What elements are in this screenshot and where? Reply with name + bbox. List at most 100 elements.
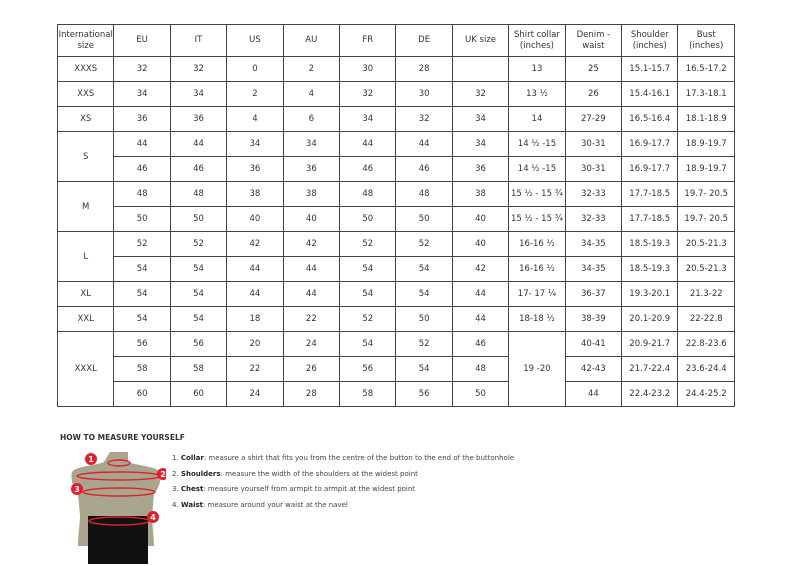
table-cell: 16.5-16.4 [621, 106, 679, 132]
table-cell: 18.5-19.3 [621, 256, 679, 282]
size-label-cell: XS [56, 106, 115, 132]
table-cell: 18.9-19.7 [677, 156, 735, 182]
table-cell: 56 [169, 331, 228, 357]
size-chart-table: International size EU IT US AU FR DE UK size Shi… [56, 24, 735, 407]
table-cell: 32 [339, 81, 397, 107]
table-cell: 18 [226, 306, 284, 332]
table-cell: 44 [395, 131, 453, 157]
table-cell: 26 [564, 81, 623, 107]
table-cell: 0 [226, 56, 284, 82]
table-cell: 17.7-18.5 [621, 181, 679, 207]
table-cell: 50 [451, 381, 510, 407]
table-cell: 46 [339, 156, 397, 182]
table-cell: 52 [395, 331, 453, 357]
table-cell: 22 [282, 306, 341, 332]
table-cell: 19.3-20.1 [621, 281, 679, 307]
table-cell: 48 [451, 356, 510, 382]
table-row: XXXS 32 32 0 2 30 28 13 25 15.1-15.7 16.5-17.2 [56, 56, 735, 82]
column-header: FR [339, 24, 397, 57]
table-cell: 36 [226, 156, 284, 182]
table-cell: 44 [169, 131, 228, 157]
table-cell: 54 [169, 306, 228, 332]
table-cell: 16.9-17.7 [621, 131, 679, 157]
table-cell: 14 ½ -15 [508, 131, 566, 157]
marker-1: 1 [88, 455, 94, 464]
table-cell: 30-31 [564, 156, 623, 182]
column-header: US [226, 24, 284, 57]
table-cell: 28 [282, 381, 341, 407]
table-cell: 34 [339, 106, 397, 132]
table-cell [451, 56, 510, 82]
table-cell: 46 [451, 331, 510, 357]
table-cell: 16.5-17.2 [677, 56, 735, 82]
table-cell: 48 [169, 181, 228, 207]
table-cell: 58 [113, 356, 171, 382]
table-cell: 46 [113, 156, 171, 182]
table-cell: 2 [282, 56, 341, 82]
size-label-cell: XL [56, 281, 115, 307]
table-cell: 40 [451, 206, 510, 232]
table-row: 50 50 40 40 50 50 40 15 ½ - 15 ¾ 32-33 17.7-18.5 1… [58, 206, 735, 232]
table-cell: 17.3-18.1 [677, 81, 735, 107]
table-cell: 44 [282, 256, 341, 282]
table-cell: 22.8-23.6 [677, 331, 735, 357]
table-cell: 46 [169, 156, 228, 182]
table-row: 54 54 44 44 54 54 42 16-16 ½ 34-35 18.5-19.3 20.5-… [58, 256, 735, 282]
table-cell: 36 [451, 156, 510, 182]
table-cell: 32 [169, 56, 228, 82]
table-cell: 54 [395, 256, 453, 282]
table-cell: 15.1-15.7 [621, 56, 679, 82]
table-cell: 17.7-18.5 [621, 206, 679, 232]
table-cell: 18-18 ½ [508, 306, 566, 332]
marker-3: 3 [74, 485, 80, 494]
table-cell: 34 [169, 81, 228, 107]
table-cell: 36 [169, 106, 228, 132]
step-collar: 1. Collar: measure a shirt that fits you… [172, 454, 515, 462]
table-cell: 40 [282, 206, 341, 232]
table-cell: 6 [282, 106, 341, 132]
table-cell: 32 [113, 56, 171, 82]
table-cell: 40 [226, 206, 284, 232]
column-header: IT [169, 24, 228, 57]
table-cell: 52 [113, 231, 171, 257]
table-cell: 22-22.8 [677, 306, 735, 332]
table-cell: 52 [339, 306, 397, 332]
table-cell: 16-16 ½ [508, 231, 566, 257]
table-cell: 48 [339, 181, 397, 207]
table-cell: 13 ½ [508, 81, 566, 107]
table-cell: 44 [451, 306, 510, 332]
table-cell: 38 [451, 181, 510, 207]
table-cell: 4 [282, 81, 341, 107]
table-cell: 21.3-22 [677, 281, 735, 307]
table-row: M 48 48 38 38 48 48 38 15 ½ - 15 ¾ 32-33 17.7-18.5… [56, 181, 735, 232]
table-cell: 40-41 [564, 331, 623, 357]
guide-title: HOW TO MEASURE YOURSELF [60, 433, 185, 442]
table-cell: 36-37 [564, 281, 623, 307]
table-cell: 32-33 [564, 206, 623, 232]
table-cell: 60 [113, 381, 171, 407]
table-cell: 36 [113, 106, 171, 132]
table-cell: 16-16 ½ [508, 256, 566, 282]
column-header: Shirt collar (inches) [508, 24, 566, 57]
table-row: 58 58 22 26 56 54 48 42-43 21.7-22.4 23.6-24.4 [58, 356, 735, 382]
step-chest: 3. Chest: measure yourself from armpit t… [172, 485, 416, 493]
table-cell: 19.7- 20.5 [677, 181, 735, 207]
size-label-cell: XXXS [56, 56, 115, 82]
table-cell: 54 [395, 281, 453, 307]
table-cell: 17- 17 ¼ [508, 281, 566, 307]
step-shoulders: 2. Shoulders: measure the width of the s… [172, 469, 418, 478]
table-cell: 34 [226, 131, 284, 157]
measure-steps: 1. Collar: measure a shirt that fits you… [172, 451, 514, 513]
table-cell: 14 ½ -15 [508, 156, 566, 182]
table-cell: 54 [169, 256, 228, 282]
table-row: XS 36 36 4 6 34 32 34 14 27-29 16.5-16.4 18.1-18.9 [56, 106, 735, 132]
table-cell: 30 [339, 56, 397, 82]
table-cell: 30-31 [564, 131, 623, 157]
column-header: International size [56, 24, 115, 57]
merged-collar-cell: 19 -20 [508, 331, 566, 407]
table-cell: 38 [226, 181, 284, 207]
table-cell: 38 [282, 181, 341, 207]
table-cell: 52 [169, 231, 228, 257]
table-row: L 52 52 42 42 52 52 40 16-16 ½ 34-35 18.5-19.3 20.5… [56, 231, 735, 282]
table-row: XL 54 54 44 44 54 54 44 17- 17 ¼ 36-37 19.3-20.1 21… [56, 281, 735, 307]
